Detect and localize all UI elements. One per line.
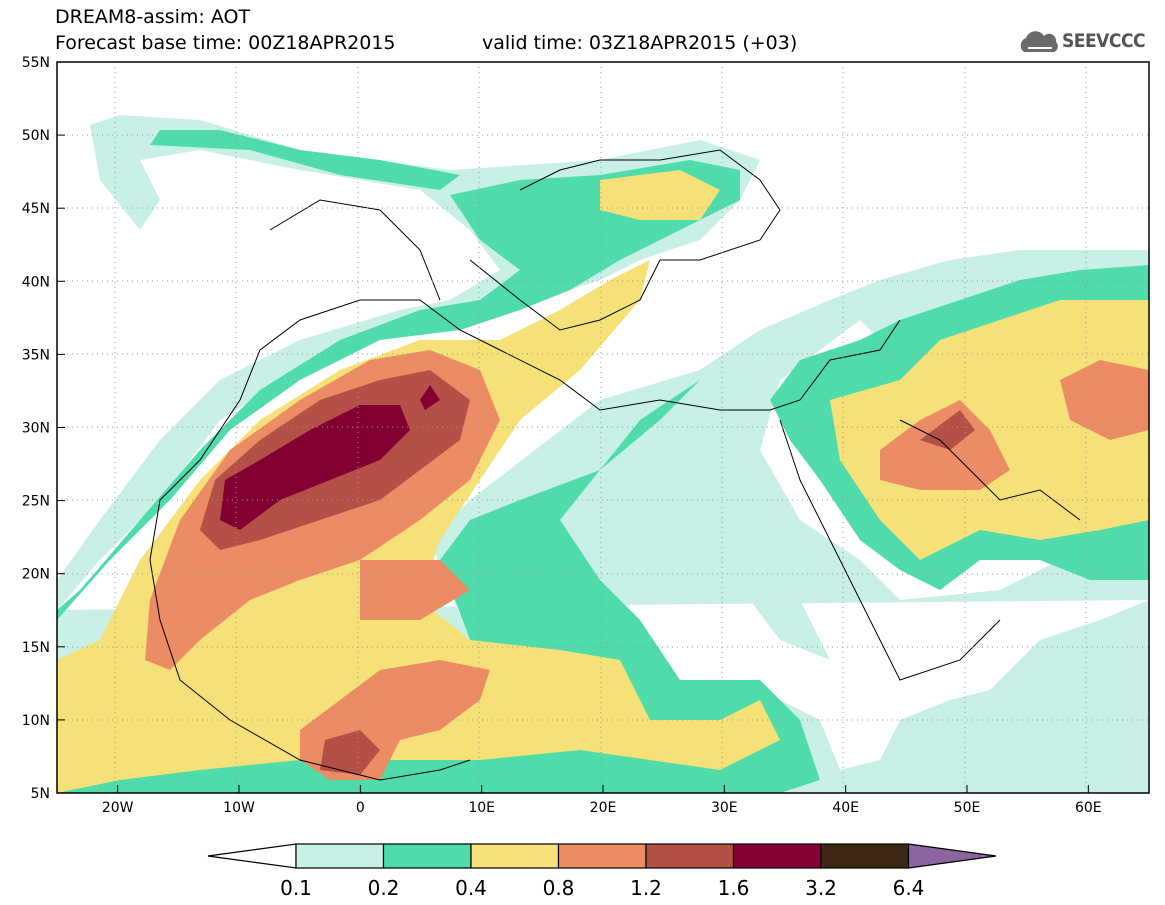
gridlines <box>57 62 1149 793</box>
colorbar-label: 0.8 <box>542 876 575 900</box>
colorbar-label: 6.4 <box>892 876 925 900</box>
lat-tick-label: 25N <box>22 494 50 510</box>
lat-tick-label: 40N <box>22 274 50 290</box>
lon-tick-label: 60E <box>1075 800 1102 816</box>
base-time: Forecast base time: 00Z18APR2015 <box>55 32 396 54</box>
lon-axis: 20W 10W 0 10E 20E 30E 40E 50E 60E <box>102 785 1102 816</box>
colorbar <box>207 843 997 869</box>
lat-tick-label: 15N <box>22 640 50 656</box>
lat-tick-label: 50N <box>22 128 50 144</box>
colorbar-label: 0.4 <box>455 876 487 900</box>
colorbar-label: 0.1 <box>280 876 312 900</box>
colorbar-bin-3.2 <box>820 843 910 869</box>
coastlines <box>149 149 1081 781</box>
lon-tick-label: 20E <box>590 800 617 816</box>
colorbar-bin-0.4 <box>470 843 560 869</box>
lon-tick-label: 50E <box>954 800 981 816</box>
valid-time: valid time: 03Z18APR2015 (+03) <box>482 32 798 54</box>
lat-axis: 55N 50N 45N 40N 35N 30N 25N 20N 15N 10N 5N <box>22 55 65 802</box>
lat-tick-label: 30N <box>22 421 50 437</box>
colorbar-low-arrow <box>207 843 297 869</box>
map-title: DREAM8-assim: AOT <box>55 6 251 28</box>
aot-contours <box>57 115 1149 793</box>
lat-tick-label: 35N <box>22 347 50 363</box>
lat-tick-label: 20N <box>22 567 50 583</box>
colorbar-label: 1.6 <box>717 876 750 900</box>
lon-tick-label: 10E <box>468 800 495 816</box>
lon-tick-label: 0 <box>356 800 365 816</box>
colorbar-bin-1.2 <box>645 843 735 869</box>
lon-tick-label: 30E <box>711 800 738 816</box>
colorbar-bin-0.2 <box>382 843 472 869</box>
logo-text: SEEVCCC <box>1062 30 1146 52</box>
lat-tick-label: 5N <box>31 786 50 802</box>
lon-tick-label: 40E <box>832 800 859 816</box>
lat-tick-label: 10N <box>22 713 50 729</box>
colorbar-label: 1.2 <box>630 876 662 900</box>
colorbar-bin-0.8 <box>557 843 647 869</box>
colorbar-label: 0.2 <box>367 876 400 900</box>
colorbar-high-arrow <box>907 843 997 869</box>
colorbar-bin-0.1 <box>295 843 385 869</box>
lon-tick-label: 20W <box>102 800 134 816</box>
contour-1.6 <box>220 385 440 530</box>
colorbar-label: 3.2 <box>805 876 837 900</box>
colorbar-bin-1.6 <box>732 843 822 869</box>
lon-tick-label: 10W <box>223 800 255 816</box>
lat-tick-label: 55N <box>22 55 50 71</box>
lat-tick-label: 45N <box>22 201 50 217</box>
cloud-icon <box>1020 31 1058 52</box>
